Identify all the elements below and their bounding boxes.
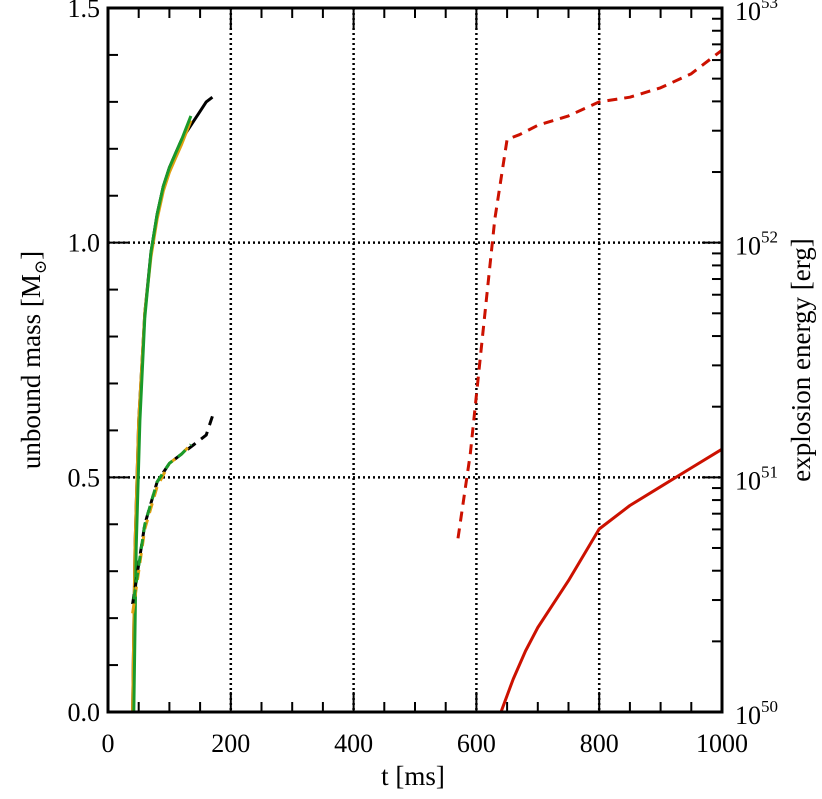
series-black-dashed (131, 415, 214, 605)
y-tick-label-left: 0.0 (68, 698, 101, 727)
y-axis-title-left: unbound mass [M⊙] (16, 251, 50, 469)
series-green-dashed (132, 443, 192, 600)
y-tick-label-left: 0.5 (68, 463, 101, 492)
series-red-dashed (456, 49, 723, 539)
y-tick-labels-right: 1050 1051 1052 1053 (735, 0, 778, 730)
plot-frame (106, 6, 724, 714)
x-tick-labels: 0 200 400 600 800 1000 (102, 729, 749, 758)
y-tick-label-left: 1.0 (68, 229, 101, 258)
series-red-solid (499, 447, 723, 713)
x-axis-title: t [ms] (381, 761, 445, 791)
x-tick-label: 1000 (696, 729, 748, 758)
reference-lines (108, 8, 722, 712)
y-axis-title-right: explosion energy [erg] (786, 238, 816, 481)
y-tick-label-right: 1050 (735, 697, 778, 730)
series-orange-dashed (131, 443, 192, 614)
y-tick-label-right: 1051 (735, 462, 778, 495)
series-black-solid (131, 96, 214, 713)
x-tick-label: 800 (580, 729, 619, 758)
data-series (131, 49, 723, 713)
y-tick-label-right: 1052 (735, 228, 778, 261)
y-tick-labels-left: 0.0 0.5 1.0 1.5 (68, 0, 101, 727)
x-tick-label: 200 (211, 729, 250, 758)
y-tick-label-right: 1053 (735, 0, 778, 26)
y-tick-label-left: 1.5 (68, 0, 101, 23)
series-green-solid (132, 115, 193, 713)
x-tick-label: 400 (334, 729, 373, 758)
x-tick-label: 600 (457, 729, 496, 758)
x-tick-label: 0 (102, 729, 115, 758)
